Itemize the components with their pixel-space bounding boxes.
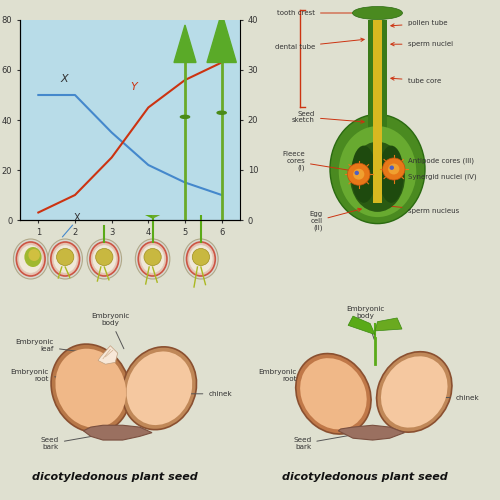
Ellipse shape bbox=[14, 239, 48, 279]
Polygon shape bbox=[201, 202, 209, 210]
Polygon shape bbox=[98, 346, 117, 364]
Ellipse shape bbox=[140, 245, 164, 273]
Polygon shape bbox=[338, 425, 404, 440]
Text: dicotyledonous plant seed: dicotyledonous plant seed bbox=[282, 472, 448, 482]
Ellipse shape bbox=[189, 245, 213, 273]
Ellipse shape bbox=[122, 347, 196, 430]
Ellipse shape bbox=[28, 249, 40, 261]
Polygon shape bbox=[144, 210, 152, 218]
Ellipse shape bbox=[382, 158, 405, 180]
Ellipse shape bbox=[96, 248, 113, 266]
Ellipse shape bbox=[48, 239, 82, 279]
Ellipse shape bbox=[16, 242, 45, 276]
Ellipse shape bbox=[180, 116, 190, 118]
Ellipse shape bbox=[354, 170, 359, 175]
Ellipse shape bbox=[56, 248, 74, 266]
Ellipse shape bbox=[350, 142, 405, 212]
Text: Embryonic
root: Embryonic root bbox=[10, 369, 88, 382]
Ellipse shape bbox=[92, 245, 116, 273]
Ellipse shape bbox=[352, 6, 403, 20]
Ellipse shape bbox=[138, 242, 167, 276]
Ellipse shape bbox=[186, 242, 216, 276]
Ellipse shape bbox=[390, 166, 394, 170]
Ellipse shape bbox=[24, 247, 42, 267]
Polygon shape bbox=[174, 25, 196, 62]
Text: Embryonic
body: Embryonic body bbox=[91, 314, 130, 348]
Ellipse shape bbox=[90, 242, 118, 276]
Polygon shape bbox=[152, 210, 160, 218]
Ellipse shape bbox=[56, 348, 126, 428]
Polygon shape bbox=[193, 202, 201, 210]
Ellipse shape bbox=[126, 352, 192, 425]
Polygon shape bbox=[373, 20, 382, 195]
Ellipse shape bbox=[18, 245, 43, 273]
Ellipse shape bbox=[53, 245, 78, 273]
Ellipse shape bbox=[379, 146, 404, 203]
Text: Egg
cell
(II): Egg cell (II) bbox=[310, 208, 362, 231]
Text: sperm nucleus: sperm nucleus bbox=[386, 204, 459, 214]
Polygon shape bbox=[368, 20, 387, 140]
Ellipse shape bbox=[217, 111, 226, 114]
Text: tube core: tube core bbox=[391, 77, 441, 84]
Ellipse shape bbox=[381, 356, 448, 428]
Ellipse shape bbox=[51, 344, 130, 432]
Text: X: X bbox=[74, 213, 80, 223]
Ellipse shape bbox=[184, 239, 218, 279]
Ellipse shape bbox=[87, 239, 122, 279]
Text: Embryonic
root: Embryonic root bbox=[258, 369, 338, 382]
Polygon shape bbox=[207, 12, 236, 62]
Ellipse shape bbox=[388, 164, 400, 174]
Ellipse shape bbox=[192, 248, 210, 266]
Ellipse shape bbox=[300, 358, 366, 430]
Text: Seed
sketch: Seed sketch bbox=[292, 110, 364, 124]
Text: pollen tube: pollen tube bbox=[391, 20, 447, 27]
Text: dicotyledonous plant seed: dicotyledonous plant seed bbox=[32, 472, 198, 482]
Ellipse shape bbox=[330, 114, 425, 224]
Text: dental tube: dental tube bbox=[275, 38, 364, 50]
Text: Embryonic
body: Embryonic body bbox=[346, 306, 385, 340]
Ellipse shape bbox=[351, 146, 376, 203]
Text: tooth crest: tooth crest bbox=[277, 10, 371, 16]
Polygon shape bbox=[348, 316, 375, 334]
Text: Embryonic
leaf: Embryonic leaf bbox=[16, 339, 102, 354]
Polygon shape bbox=[84, 425, 152, 440]
Ellipse shape bbox=[376, 352, 452, 432]
Ellipse shape bbox=[353, 168, 364, 179]
Text: chinek: chinek bbox=[400, 394, 479, 400]
Polygon shape bbox=[375, 318, 402, 331]
Text: chinek: chinek bbox=[142, 391, 232, 397]
Text: sperm nuclei: sperm nuclei bbox=[391, 41, 452, 47]
Text: Antipode cores (III): Antipode cores (III) bbox=[402, 158, 473, 170]
Ellipse shape bbox=[348, 163, 370, 185]
Text: Y: Y bbox=[130, 82, 136, 92]
Ellipse shape bbox=[136, 239, 170, 279]
Polygon shape bbox=[373, 139, 382, 203]
Text: Seed
bark: Seed bark bbox=[293, 433, 362, 450]
Ellipse shape bbox=[339, 126, 416, 217]
Text: X: X bbox=[60, 74, 68, 85]
Text: Synergid nuclei (IV): Synergid nuclei (IV) bbox=[402, 174, 476, 180]
Ellipse shape bbox=[144, 248, 161, 266]
Text: Seed
bark: Seed bark bbox=[40, 433, 110, 450]
Ellipse shape bbox=[51, 242, 80, 276]
Text: Fleece
cores
(I): Fleece cores (I) bbox=[282, 151, 354, 172]
Ellipse shape bbox=[296, 354, 371, 434]
